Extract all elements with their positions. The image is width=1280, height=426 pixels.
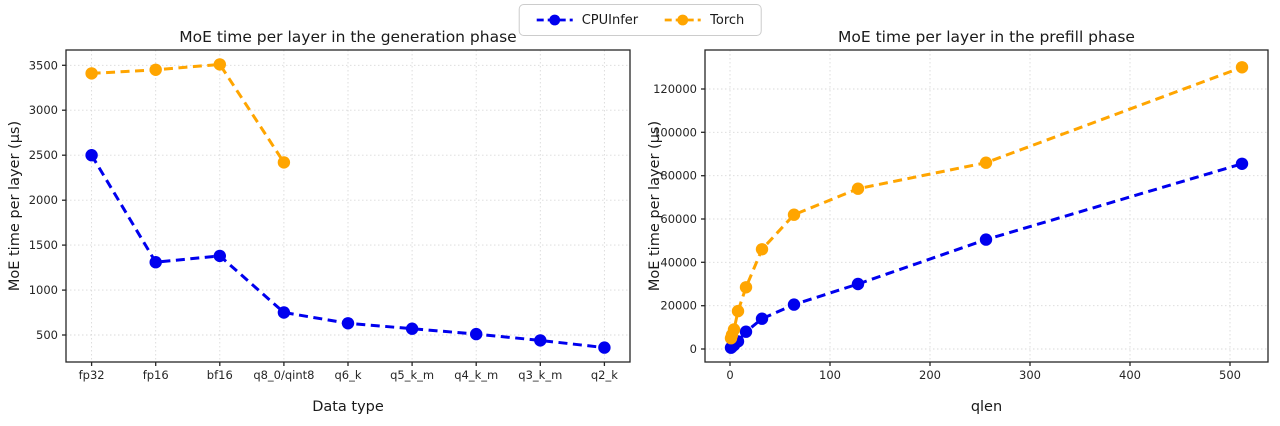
svg-text:q2_k: q2_k: [591, 368, 618, 382]
svg-text:60000: 60000: [660, 212, 697, 226]
svg-text:Data type: Data type: [312, 399, 384, 415]
torch-line-marker-icon: [664, 13, 702, 27]
svg-text:q4_k_m: q4_k_m: [454, 368, 498, 382]
svg-text:3000: 3000: [29, 103, 58, 117]
svg-text:1500: 1500: [29, 238, 58, 252]
svg-text:0: 0: [690, 342, 697, 356]
legend-item-torch: Torch: [664, 13, 744, 28]
svg-text:fp32: fp32: [79, 368, 105, 382]
svg-text:200: 200: [919, 368, 941, 382]
svg-text:100: 100: [819, 368, 841, 382]
legend-label-cpuinfer: CPUInfer: [581, 12, 639, 28]
svg-text:300: 300: [1019, 368, 1041, 382]
svg-text:MoE time per layer in the gene: MoE time per layer in the generation pha…: [179, 28, 516, 46]
svg-text:MoE time per layer (µs): MoE time per layer (µs): [647, 121, 663, 291]
legend: CPUInfer Torch: [518, 4, 762, 36]
generation-phase-chart: 500 1000 1500 2000 2500 3000 3500 fp32 fp16 bf16 q…: [4, 28, 640, 420]
svg-text:80000: 80000: [660, 169, 697, 183]
svg-text:fp16: fp16: [143, 368, 169, 382]
svg-text:MoE time per layer (µs): MoE time per layer (µs): [7, 121, 23, 291]
svg-text:500: 500: [1219, 368, 1241, 382]
svg-text:q8_0/qint8: q8_0/qint8: [253, 368, 314, 382]
svg-text:500: 500: [36, 328, 58, 342]
svg-text:40000: 40000: [660, 255, 697, 269]
svg-text:100000: 100000: [653, 125, 697, 139]
svg-text:0: 0: [726, 368, 733, 382]
svg-text:bf16: bf16: [207, 368, 233, 382]
svg-text:120000: 120000: [653, 82, 697, 96]
svg-text:MoE time per layer in the pref: MoE time per layer in the prefill phase: [838, 28, 1135, 46]
prefill-phase-chart: 0 20000 40000 60000 80000 100000 120000 0 100 200…: [644, 28, 1276, 420]
svg-text:400: 400: [1119, 368, 1141, 382]
svg-text:2500: 2500: [29, 148, 58, 162]
legend-item-cpuinfer: CPUInfer: [536, 13, 638, 28]
svg-text:q5_k_m: q5_k_m: [390, 368, 434, 382]
legend-label-torch: Torch: [710, 12, 745, 28]
cpuinfer-line-marker-icon: [536, 13, 574, 27]
svg-text:qlen: qlen: [971, 399, 1002, 415]
svg-text:q6_k: q6_k: [334, 368, 361, 382]
svg-text:1000: 1000: [29, 283, 58, 297]
svg-text:2000: 2000: [29, 193, 58, 207]
svg-text:20000: 20000: [660, 299, 697, 313]
svg-text:3500: 3500: [29, 58, 58, 72]
svg-text:q3_k_m: q3_k_m: [518, 368, 562, 382]
